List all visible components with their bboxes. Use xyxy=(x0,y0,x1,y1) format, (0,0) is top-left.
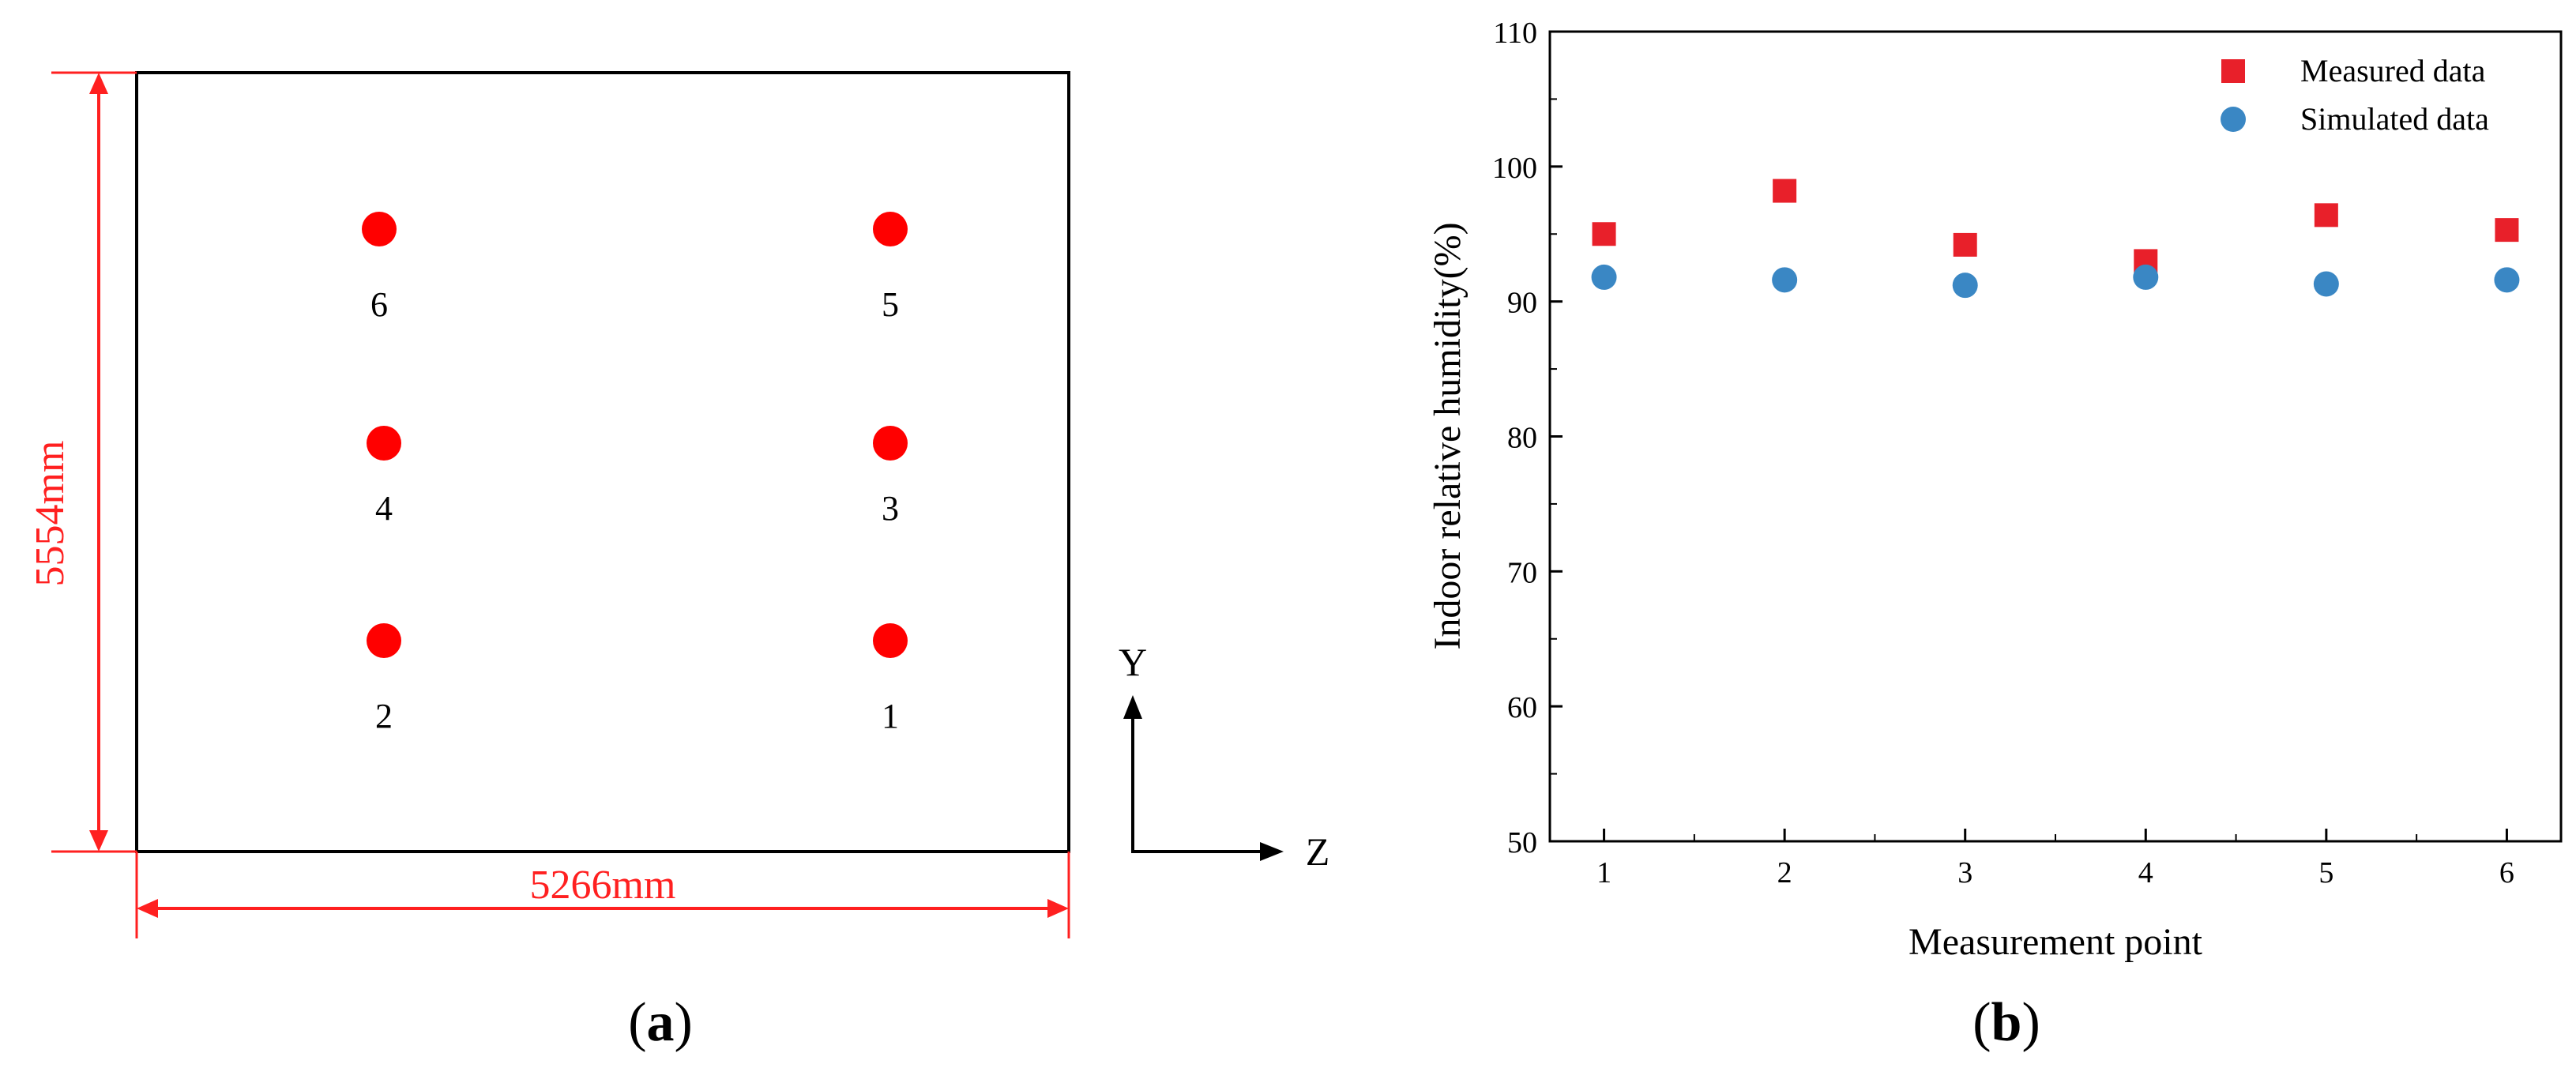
x-axis-ticks: 1 2 3 4 5 6 xyxy=(1596,829,2514,889)
y-tick-label: 100 xyxy=(1492,152,1537,185)
layout-diagram: 5266mm 5554mm 1 2 3 4 5 6 Y Z xyxy=(28,71,1329,938)
point-3-marker xyxy=(873,426,908,461)
simulated-point xyxy=(1772,267,1798,293)
axis-z-label: Z xyxy=(1306,829,1330,874)
y-tick-label: 70 xyxy=(1507,556,1537,589)
y-tick-label: 50 xyxy=(1507,826,1537,859)
point-1-label: 1 xyxy=(882,697,899,735)
simulated-point xyxy=(1591,264,1617,290)
x-axis-title: Measurement point xyxy=(1908,921,2203,963)
x-tick-label: 6 xyxy=(2499,856,2514,889)
y-axis-title: Indoor relative humidity(%) xyxy=(1427,222,1469,649)
legend: Measured data Simulated data xyxy=(2221,53,2489,137)
y-tick-label: 110 xyxy=(1493,17,1537,50)
point-6-marker xyxy=(362,212,397,246)
caption-a: (a) xyxy=(628,992,693,1053)
measured-point xyxy=(1953,232,1977,257)
x-tick-label: 3 xyxy=(1957,856,1972,889)
point-4-marker xyxy=(367,426,401,461)
x-tick-label: 1 xyxy=(1596,856,1611,889)
point-6-label: 6 xyxy=(370,285,388,324)
legend-measured-marker xyxy=(2221,59,2245,83)
coordinate-axes: Y Z xyxy=(1119,640,1329,874)
point-5-marker xyxy=(873,212,908,246)
point-1-marker xyxy=(873,623,908,658)
y-tick-label: 80 xyxy=(1507,422,1537,455)
width-dimension: 5266mm xyxy=(135,852,1070,938)
simulated-point xyxy=(2133,264,2159,290)
simulated-point xyxy=(2313,271,2339,297)
measured-point xyxy=(2134,249,2158,273)
legend-simulated-label: Simulated data xyxy=(2300,101,2489,137)
data-series xyxy=(1591,179,2520,299)
point-4-label: 4 xyxy=(375,489,393,528)
measured-point xyxy=(2495,218,2519,243)
measured-point xyxy=(2314,203,2338,228)
y-axis-ticks: 50 60 70 80 90 100 110 xyxy=(1492,17,1563,859)
x-tick-label: 5 xyxy=(2318,856,2333,889)
y-tick-label: 90 xyxy=(1507,287,1537,320)
simulated-point xyxy=(2494,267,2520,293)
legend-simulated-marker xyxy=(2221,107,2246,132)
simulated-point xyxy=(1952,273,1978,299)
point-3-label: 3 xyxy=(882,489,899,528)
height-dimension: 5554mm xyxy=(28,71,137,853)
point-5-label: 5 xyxy=(882,285,899,324)
plot-frame xyxy=(1548,30,2563,843)
legend-measured-label: Measured data xyxy=(2300,53,2486,88)
axis-y-label: Y xyxy=(1119,640,1147,684)
y-tick-label: 60 xyxy=(1507,691,1537,724)
point-2-label: 2 xyxy=(375,697,393,735)
point-2-marker xyxy=(367,623,401,658)
x-tick-label: 2 xyxy=(1777,856,1792,889)
width-label: 5266mm xyxy=(530,863,676,908)
caption-b: (b) xyxy=(1972,992,2040,1053)
x-tick-label: 4 xyxy=(2138,856,2153,889)
measured-point xyxy=(1592,222,1616,246)
room-outline xyxy=(135,71,1070,853)
height-label: 5554mm xyxy=(28,441,73,587)
measured-point xyxy=(1773,179,1797,203)
measurement-points: 1 2 3 4 5 6 xyxy=(362,212,908,735)
